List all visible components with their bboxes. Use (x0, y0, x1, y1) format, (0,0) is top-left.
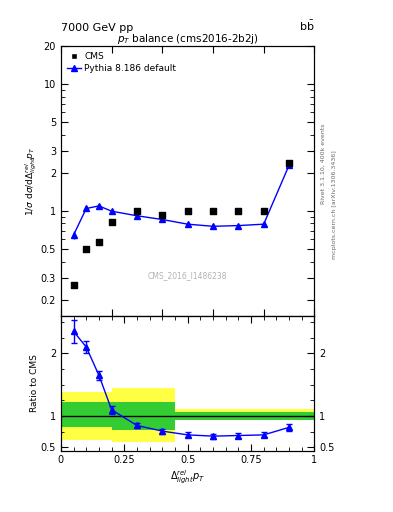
Point (286, 159, 292, 167)
Title: $p_T$ balance (cms2016-2b2j): $p_T$ balance (cms2016-2b2j) (117, 32, 259, 46)
Point (261, 206, 267, 215)
Point (134, 207, 140, 215)
Point (159, 210, 165, 219)
Bar (175, 409, 314, 420)
Point (70, 281, 77, 289)
Text: mcplots.cern.ch [arXiv:1306.3436]: mcplots.cern.ch [arXiv:1306.3436] (332, 151, 337, 259)
Point (96, 238, 102, 246)
Bar (61, 402, 112, 428)
Point (235, 207, 241, 215)
Bar (175, 412, 314, 420)
Point (83, 245, 90, 253)
Text: b$\bar{\mathrm{b}}$: b$\bar{\mathrm{b}}$ (299, 19, 314, 33)
Bar (112, 402, 175, 430)
Text: 7000 GeV pp: 7000 GeV pp (61, 23, 133, 33)
Bar (61, 392, 112, 440)
Bar (112, 388, 175, 442)
Y-axis label: 1/$\sigma$ d$\sigma$/d$\Delta^{rel}_{light}p_T$: 1/$\sigma$ d$\sigma$/d$\Delta^{rel}_{lig… (24, 146, 39, 216)
X-axis label: $\Delta^{rel}_{light}p_T$: $\Delta^{rel}_{light}p_T$ (170, 468, 205, 485)
Text: CMS_2016_I1486238: CMS_2016_I1486238 (148, 271, 228, 280)
Point (185, 207, 191, 215)
Point (210, 206, 216, 215)
Y-axis label: Ratio to CMS: Ratio to CMS (30, 354, 39, 412)
Point (108, 218, 115, 226)
Text: Rivet 3.1.10, 400k events: Rivet 3.1.10, 400k events (320, 123, 325, 204)
Legend: CMS, Pythia 8.186 default: CMS, Pythia 8.186 default (65, 51, 178, 75)
